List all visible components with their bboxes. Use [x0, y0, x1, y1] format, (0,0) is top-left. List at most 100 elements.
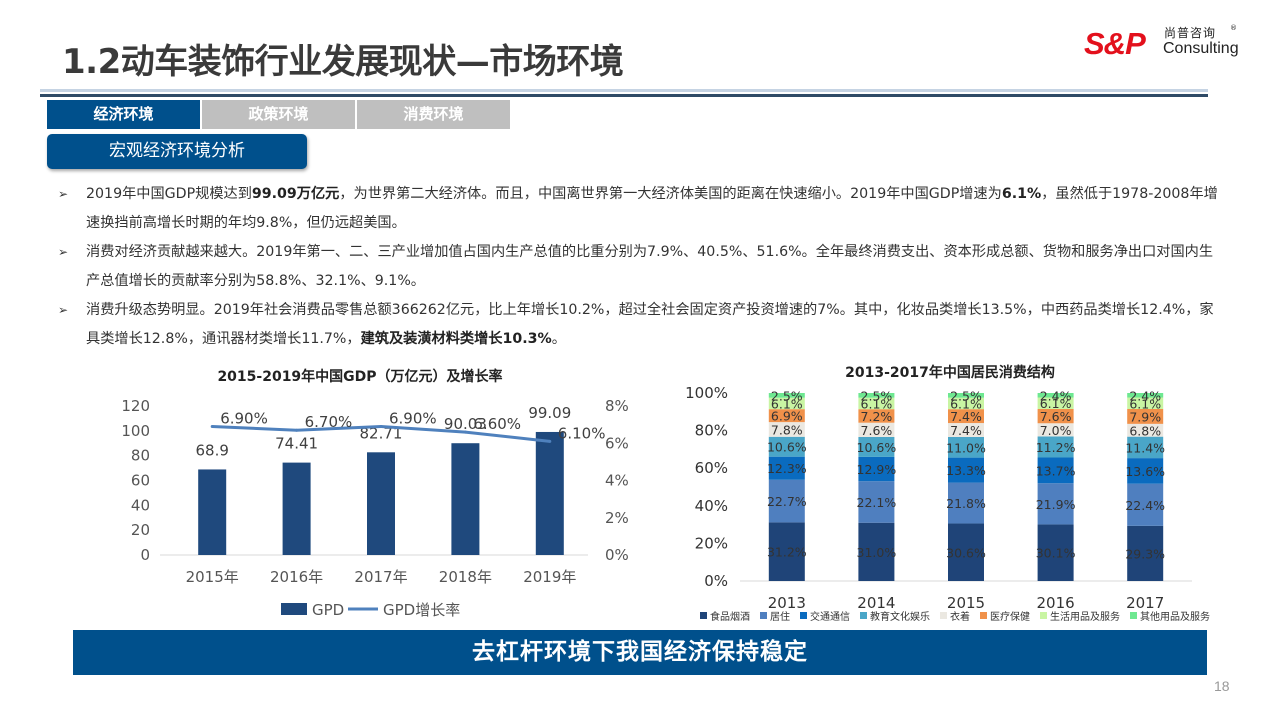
y-right-tick-label: 8% [605, 397, 629, 415]
segment-value-label: 7.2% [861, 409, 893, 424]
x-tick-label: 2013 [768, 594, 806, 612]
x-tick-label: 2016年 [270, 568, 323, 586]
highlighted-text: 6.1% [1001, 186, 1042, 202]
text-segment: 2019年中国GDP规模达到 [86, 186, 252, 202]
logo-chinese-name: 尚普咨询 [1164, 26, 1217, 40]
legend-swatch [940, 612, 947, 619]
legend-swatch [760, 612, 767, 619]
y-tick-label: 80% [695, 422, 728, 440]
y-left-tick-label: 100 [121, 422, 150, 440]
growth-rate-point [210, 424, 214, 428]
highlighted-text: 99.09万亿元 [251, 186, 340, 202]
conclusion-banner: 去杠杆环境下我国经济保持稳定 [73, 630, 1207, 675]
legend-label: 教育文化娱乐 [870, 610, 930, 623]
segment-value-label: 2.5% [861, 388, 893, 403]
tab-policy-environment[interactable]: 政策环境 [202, 100, 355, 129]
bullet-list: ➢ 2019年中国GDP规模达到99.09万亿元，为世界第二大经济体。而且，中国离… [58, 180, 1218, 354]
y-tick-label: 100% [685, 384, 728, 402]
legend-label: 居住 [770, 610, 790, 623]
legend-swatch [1130, 612, 1137, 619]
segment-value-label: 21.9% [1036, 497, 1076, 512]
gdp-chart-title: 2015-2019年中国GDP（万亿元）及增长率 [217, 369, 503, 385]
gdp-bar [367, 452, 395, 555]
segment-value-label: 7.4% [950, 423, 982, 438]
segment-value-label: 7.6% [861, 423, 893, 438]
segment-value-label: 13.6% [1125, 464, 1165, 479]
stacked-segment [1127, 483, 1164, 526]
tab-consumption-environment[interactable]: 消费环境 [357, 100, 510, 129]
stacked-segment [858, 481, 895, 523]
stacked-segment [858, 422, 895, 437]
stacked-segment [768, 436, 805, 457]
segment-value-label: 7.0% [1040, 423, 1072, 438]
bullet-item: ➢ 消费对经济贡献越来越大。2019年第一、二、三产业增加值占国内生产总值的比重分… [58, 238, 1218, 296]
x-tick-label: 2019年 [523, 568, 576, 586]
segment-value-label: 22.1% [857, 495, 897, 510]
stacked-segment [1037, 423, 1074, 437]
stacked-segment [1037, 393, 1074, 398]
y-tick-label: 60% [695, 459, 728, 477]
x-tick-label: 2018年 [439, 568, 492, 586]
legend-label: 生活用品及服务 [1050, 610, 1120, 623]
legend-label: 交通通信 [810, 610, 850, 623]
growth-rate-label: 6.90% [389, 409, 437, 427]
segment-value-label: 21.8% [946, 496, 986, 511]
segment-value-label: 12.9% [857, 462, 897, 477]
growth-rate-point [463, 430, 467, 434]
stacked-segment [768, 456, 805, 480]
growth-rate-point [295, 428, 299, 432]
legend-label-growth-rate: GPD增长率 [383, 601, 460, 619]
segment-value-label: 13.3% [946, 463, 986, 478]
legend-swatch [1040, 612, 1047, 619]
gdp-bar [198, 469, 227, 555]
segment-value-label: 10.6% [767, 440, 807, 455]
bullet-item: ➢ 消费升级态势明显。2019年社会消费品零售总额366262亿元，比上年增长10… [58, 296, 1218, 354]
segment-value-label: 2.4% [1129, 388, 1161, 403]
section-label: 宏观经济环境分析 [47, 134, 307, 169]
x-tick-label: 2015 [947, 594, 985, 612]
y-left-tick-label: 40 [131, 496, 150, 514]
stacked-segment [948, 523, 984, 581]
legend-swatch [700, 612, 707, 619]
stacked-segment [1127, 397, 1164, 409]
growth-rate-label: 6.10% [558, 424, 606, 442]
growth-rate-label: 6.60% [473, 415, 521, 433]
gdp-bar [451, 443, 480, 555]
stacked-segment [858, 456, 895, 482]
y-left-tick-label: 80 [131, 447, 150, 465]
section-tabs: 经济环境 政策环境 消费环境 [47, 100, 512, 129]
segment-value-label: 11.2% [1036, 440, 1076, 455]
y-right-tick-label: 6% [605, 434, 629, 452]
text-segment: 。 [551, 331, 566, 347]
gdp-bar [535, 431, 564, 555]
stacked-segment [1037, 524, 1074, 581]
segment-value-label: 7.9% [1129, 409, 1161, 424]
segment-value-label: 31.2% [767, 545, 807, 560]
stacked-segment [858, 409, 895, 423]
stacked-segment [1127, 458, 1164, 484]
stacked-segment [858, 397, 895, 410]
arrow-bullet-icon: ➢ [58, 245, 69, 259]
legend-label-gdp: GPD [312, 601, 344, 619]
page-number: 18 [1214, 678, 1230, 694]
registered-mark: ® [1230, 24, 1237, 32]
y-right-tick-label: 4% [605, 472, 629, 490]
segment-value-label: 30.6% [946, 545, 986, 560]
segment-value-label: 6.1% [950, 396, 982, 411]
gdp-bar-label: 99.09 [528, 404, 571, 422]
x-tick-label: 2015年 [186, 568, 239, 586]
stacked-segment [1037, 483, 1074, 525]
bullet-text: 消费升级态势明显。2019年社会消费品零售总额366262亿元，比上年增长10.… [86, 302, 1214, 347]
stacked-segment [768, 393, 805, 398]
x-tick-label: 2014 [857, 594, 895, 612]
tab-economic-environment[interactable]: 经济环境 [47, 100, 200, 129]
consumption-chart-title: 2013-2017年中国居民消费结构 [845, 365, 1055, 381]
text-segment: ，为世界第二大经济体。而且，中国离世界第一大经济体美国的距离在快速缩小。2019… [339, 186, 1002, 202]
text-segment: 消费对经济贡献越来越大。2019年第一、二、三产业增加值占国内生产总值的比重分别… [86, 244, 1214, 289]
stacked-segment [1037, 436, 1074, 458]
segment-value-label: 6.1% [1040, 396, 1072, 411]
company-logo: S&P 尚普咨询 ® Consulting [1084, 24, 1244, 64]
segment-value-label: 2.4% [1040, 388, 1072, 403]
y-left-tick-label: 0 [140, 546, 150, 564]
gdp-bar-label: 82.71 [360, 424, 403, 442]
